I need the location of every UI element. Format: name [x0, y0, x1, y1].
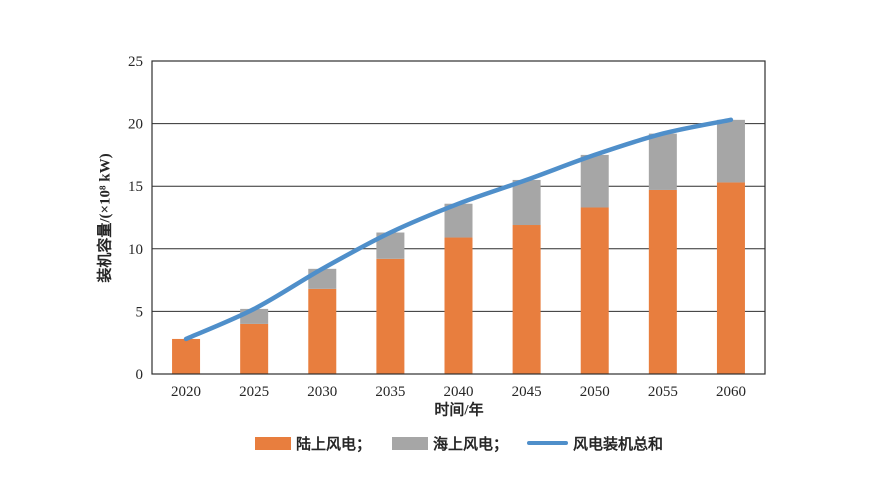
x-tick-label: 2035 [375, 384, 405, 400]
legend-label-onshore: 陆上风电； [296, 436, 372, 453]
bar-segment-offshore [580, 154, 609, 208]
legend-item-offshore: 海上风电； [392, 432, 508, 454]
y-tick-label: 25 [128, 54, 143, 70]
x-tick-label: 2030 [307, 384, 337, 400]
bar-segment-onshore [308, 288, 337, 374]
total-line-swatch-icon [527, 440, 568, 446]
y-tick-label: 10 [128, 242, 143, 258]
onshore-swatch-icon [255, 436, 291, 450]
x-tick-label: 2025 [239, 384, 269, 400]
bar-segment-offshore [648, 133, 677, 190]
bar-segment-onshore [240, 323, 269, 374]
y-tick-label: 15 [128, 179, 143, 195]
x-tick-label: 2045 [512, 384, 542, 400]
bar-segment-offshore [308, 268, 337, 289]
y-tick-label: 5 [136, 304, 144, 320]
y-tick-label: 0 [136, 367, 144, 383]
bar-segment-onshore [648, 189, 677, 374]
x-tick-label: 2020 [171, 384, 201, 400]
y-axis-title: 装机容量/(×10⁸ kW) [97, 153, 114, 283]
legend-label-total: 风电装机总和 [573, 436, 664, 453]
legend: 陆上风电； 海上风电； 风电装机总和 [0, 432, 879, 454]
y-tick-label: 20 [128, 117, 143, 133]
offshore-swatch-icon [392, 436, 428, 450]
bar-segment-onshore [444, 237, 473, 374]
total-line [183, 117, 734, 342]
legend-item-total: 风电装机总和 [527, 432, 663, 454]
x-tick-label: 2050 [580, 384, 610, 400]
bar-segment-onshore [376, 258, 405, 374]
bar-segment-onshore [716, 182, 745, 374]
x-tick-label: 2040 [444, 384, 474, 400]
bar-segment-onshore [172, 338, 201, 374]
bar-segment-onshore [580, 207, 609, 374]
legend-label-offshore: 海上风电； [433, 436, 509, 453]
legend-item-onshore: 陆上风电； [255, 432, 371, 454]
bar-segment-onshore [512, 225, 541, 374]
plot-border [151, 60, 766, 375]
x-tick-label: 2055 [648, 384, 678, 400]
bar-segment-offshore [512, 179, 541, 226]
x-axis-title: 时间/年 [434, 402, 484, 419]
bar-segment-offshore [716, 119, 745, 183]
x-tick-label: 2060 [716, 384, 746, 400]
